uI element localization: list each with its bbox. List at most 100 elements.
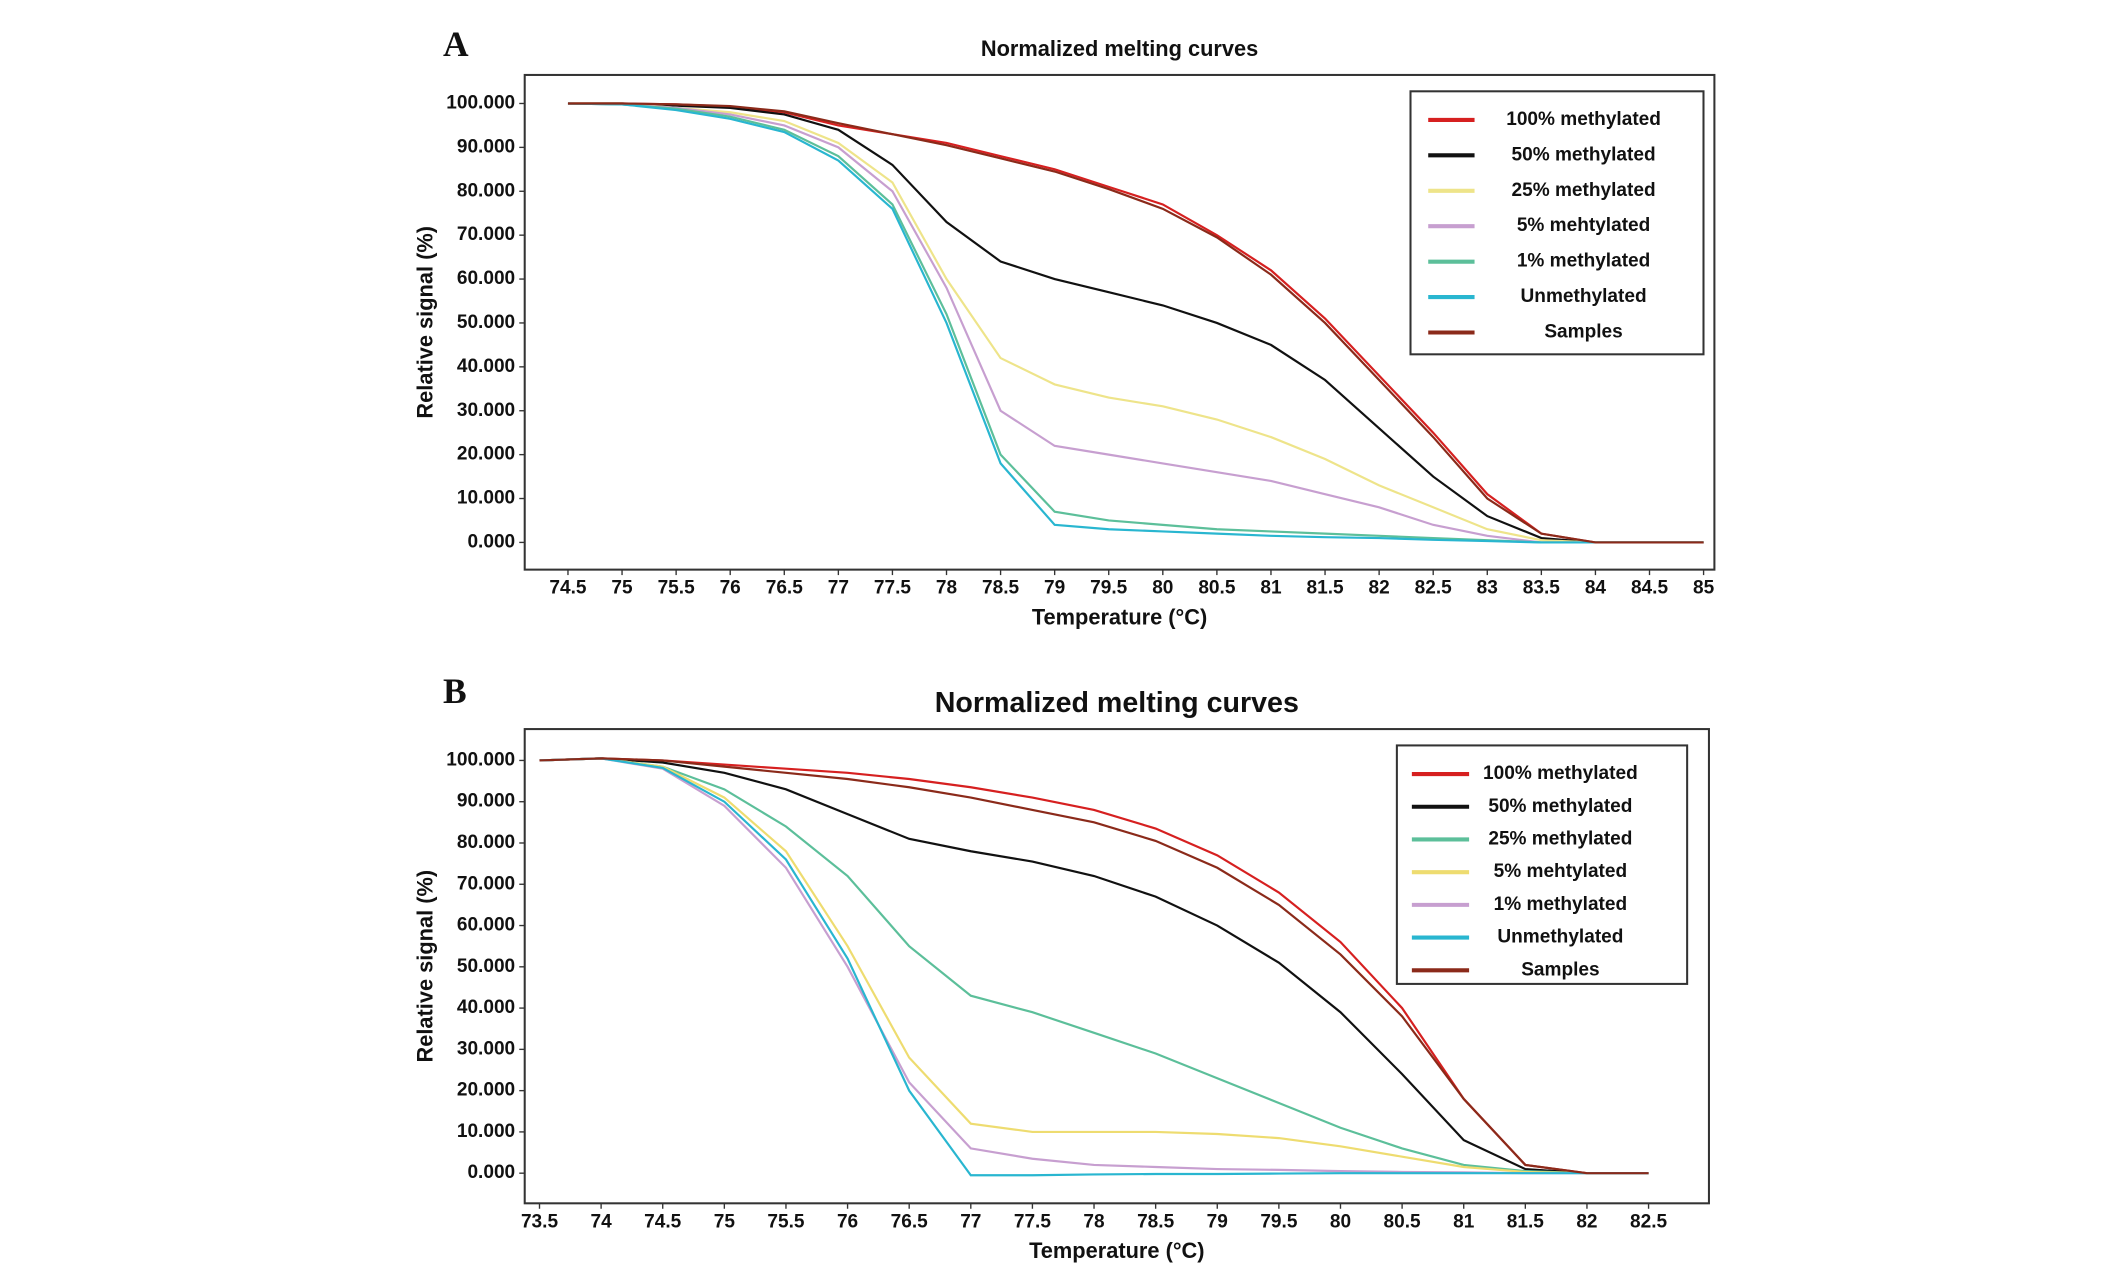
x-tick-label: 82.5 xyxy=(1630,1211,1667,1232)
panel-label: B xyxy=(443,671,467,711)
y-tick-label: 20.000 xyxy=(457,1080,515,1101)
x-tick-label: 80 xyxy=(1152,578,1173,599)
x-tick-label: 83.5 xyxy=(1523,578,1560,599)
y-tick-label: 0.000 xyxy=(467,1162,515,1183)
x-tick-label: 75.5 xyxy=(658,578,695,599)
x-tick-label: 78 xyxy=(936,578,958,599)
x-tick-label: 75 xyxy=(714,1211,736,1232)
x-tick-label: 75 xyxy=(611,578,633,599)
x-tick-label: 76.5 xyxy=(891,1211,928,1232)
y-tick-label: 60.000 xyxy=(457,915,515,936)
x-tick-label: 76.5 xyxy=(766,578,803,599)
y-tick-label: 80.000 xyxy=(457,180,515,201)
x-tick-label: 77 xyxy=(960,1211,981,1232)
x-tick-label: 74 xyxy=(591,1211,613,1232)
legend-label: Samples xyxy=(1544,322,1622,343)
legend-label: 1% methylated xyxy=(1494,894,1627,915)
x-tick-label: 84.5 xyxy=(1631,578,1668,599)
x-tick-label: 79 xyxy=(1044,578,1065,599)
legend-label: 50% methylated xyxy=(1488,796,1632,817)
x-tick-label: 80.5 xyxy=(1198,578,1235,599)
y-tick-label: 70.000 xyxy=(457,224,515,245)
series-line xyxy=(539,757,1649,1177)
y-axis-label: Relative signal (%) xyxy=(412,226,437,419)
series-line xyxy=(539,757,1649,1175)
x-tick-label: 77.5 xyxy=(874,578,911,599)
x-axis-label: Temperature (°C) xyxy=(1032,604,1207,629)
x-tick-label: 74.5 xyxy=(644,1211,681,1232)
x-tick-label: 78.5 xyxy=(1137,1211,1174,1232)
y-tick-label: 70.000 xyxy=(457,873,515,894)
x-tick-label: 82 xyxy=(1576,1211,1597,1232)
y-tick-label: 60.000 xyxy=(457,268,515,289)
x-tick-label: 79 xyxy=(1207,1211,1228,1232)
series-line xyxy=(567,102,1704,544)
series-line xyxy=(567,102,1704,544)
legend-label: Unmethylated xyxy=(1497,927,1623,948)
x-tick-label: 81.5 xyxy=(1507,1211,1544,1232)
y-tick-label: 20.000 xyxy=(457,444,515,465)
legend-label: Unmethylated xyxy=(1521,286,1647,307)
y-axis-label: Relative signal (%) xyxy=(412,870,437,1063)
panel-label: A xyxy=(443,24,469,64)
legend-label: 25% methylated xyxy=(1512,180,1656,201)
chart-title: Normalized melting curves xyxy=(935,687,1299,719)
legend-label: 100% methylated xyxy=(1506,109,1661,130)
x-tick-label: 74.5 xyxy=(549,578,586,599)
y-tick-label: 40.000 xyxy=(457,356,515,377)
y-tick-label: 10.000 xyxy=(457,488,515,509)
x-tick-label: 82.5 xyxy=(1415,578,1452,599)
series-line xyxy=(567,102,1704,544)
series-line xyxy=(539,757,1649,1175)
y-tick-label: 40.000 xyxy=(457,997,515,1018)
y-tick-label: 80.000 xyxy=(457,832,515,853)
x-tick-label: 77.5 xyxy=(1014,1211,1051,1232)
y-tick-label: 10.000 xyxy=(457,1121,515,1142)
y-tick-label: 30.000 xyxy=(457,1038,515,1059)
series-line xyxy=(567,102,1704,544)
legend-label: 5% mehtylated xyxy=(1494,861,1627,882)
x-tick-label: 81 xyxy=(1260,578,1282,599)
y-tick-label: 100.000 xyxy=(446,749,515,770)
series-line xyxy=(567,102,1704,544)
x-tick-label: 83 xyxy=(1477,578,1498,599)
x-axis-label: Temperature (°C) xyxy=(1029,1238,1204,1263)
x-tick-label: 76 xyxy=(837,1211,858,1232)
y-tick-label: 100.000 xyxy=(446,93,515,114)
x-tick-label: 77 xyxy=(828,578,849,599)
legend-label: 25% methylated xyxy=(1488,828,1632,849)
x-tick-label: 80.5 xyxy=(1384,1211,1421,1232)
x-tick-label: 82 xyxy=(1369,578,1390,599)
x-tick-label: 84 xyxy=(1585,578,1607,599)
x-tick-label: 79.5 xyxy=(1090,578,1127,599)
x-tick-label: 76 xyxy=(720,578,741,599)
legend-label: 5% mehtylated xyxy=(1517,215,1650,236)
x-tick-label: 80 xyxy=(1330,1211,1351,1232)
x-tick-label: 81.5 xyxy=(1306,578,1343,599)
y-tick-label: 90.000 xyxy=(457,791,515,812)
plot-frame xyxy=(523,728,1710,1205)
chart-title: Normalized melting curves xyxy=(981,36,1258,61)
x-tick-label: 85 xyxy=(1693,578,1715,599)
plot-frame xyxy=(523,73,1716,571)
x-tick-label: 78.5 xyxy=(982,578,1019,599)
x-tick-label: 75.5 xyxy=(767,1211,804,1232)
legend-box xyxy=(1395,744,1689,985)
x-tick-label: 81 xyxy=(1453,1211,1475,1232)
legend-label: Samples xyxy=(1521,959,1599,980)
legend-label: 100% methylated xyxy=(1483,763,1638,784)
legend-label: 50% methylated xyxy=(1512,144,1656,165)
x-tick-label: 78 xyxy=(1083,1211,1105,1232)
x-tick-label: 73.5 xyxy=(521,1211,558,1232)
series-line xyxy=(539,757,1649,1175)
y-tick-label: 0.000 xyxy=(467,531,515,552)
y-tick-label: 30.000 xyxy=(457,400,515,421)
legend-label: 1% methylated xyxy=(1517,251,1650,272)
legend-box xyxy=(1409,90,1705,356)
y-tick-label: 90.000 xyxy=(457,136,515,157)
y-tick-label: 50.000 xyxy=(457,312,515,333)
x-tick-label: 79.5 xyxy=(1260,1211,1297,1232)
series-line xyxy=(539,757,1649,1175)
y-tick-label: 50.000 xyxy=(457,956,515,977)
